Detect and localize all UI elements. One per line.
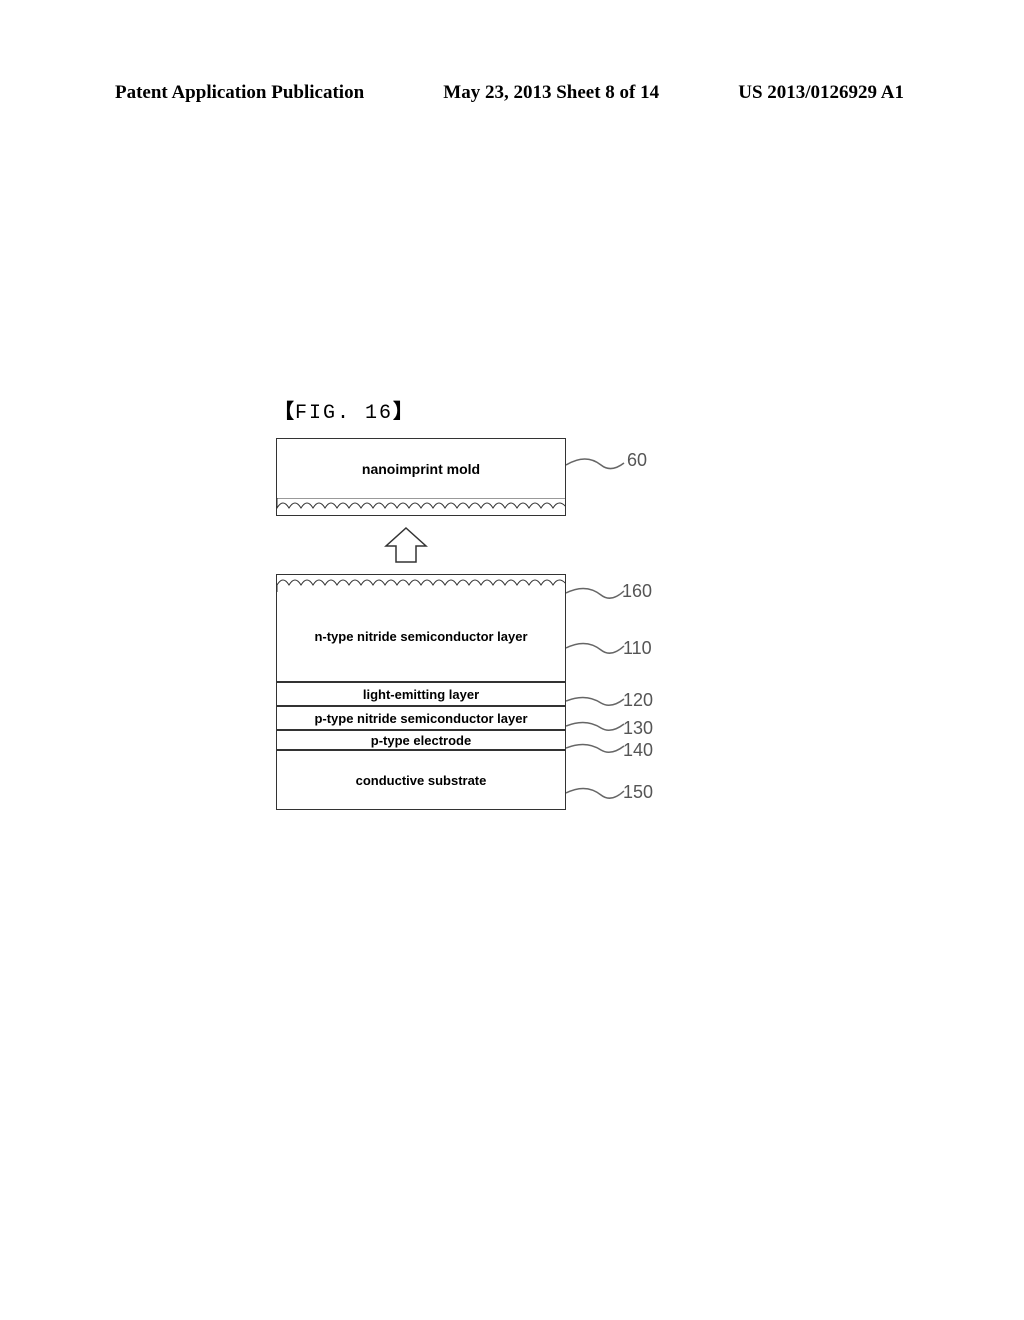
leader-60 [566, 455, 626, 485]
figure-label: 【FIG. 16】 [274, 395, 414, 425]
light-emitting-layer: light-emitting layer [276, 682, 566, 706]
ref-label-110: 110 [623, 638, 652, 659]
leader-130 [566, 720, 626, 740]
arrow-up-icon [376, 526, 436, 566]
leader-160 [566, 585, 626, 610]
ref-label-140: 140 [623, 740, 653, 761]
substrate-label: conductive substrate [356, 773, 487, 788]
ref-label-160: 160 [622, 581, 652, 602]
bracket-close: 】 [393, 401, 414, 423]
ref-label-60: 60 [627, 450, 647, 471]
p-electrode-label: p-type electrode [371, 733, 471, 748]
light-emitting-label: light-emitting layer [363, 687, 479, 702]
leader-110 [566, 640, 626, 665]
figure-number: FIG. 16 [295, 402, 393, 425]
header-patent-number: US 2013/0126929 A1 [738, 82, 904, 104]
mold-wavy-bottom [276, 498, 566, 516]
header-publication: Patent Application Publication [115, 82, 364, 104]
resist-wavy-top [276, 574, 566, 592]
leader-120 [566, 695, 626, 715]
ref-label-150: 150 [623, 782, 653, 803]
mold-label: nanoimprint mold [362, 461, 480, 477]
p-electrode-layer: p-type electrode [276, 730, 566, 750]
n-type-layer: n-type nitride semiconductor layer [276, 592, 566, 682]
ref-label-130: 130 [623, 718, 653, 739]
p-type-label: p-type nitride semiconductor layer [314, 711, 527, 726]
leader-140 [566, 742, 626, 762]
header-date-sheet: May 23, 2013 Sheet 8 of 14 [443, 82, 659, 104]
leader-150 [566, 785, 626, 810]
page-header: Patent Application Publication May 23, 2… [0, 82, 1024, 104]
conductive-substrate-layer: conductive substrate [276, 750, 566, 810]
p-type-layer: p-type nitride semiconductor layer [276, 706, 566, 730]
nanoimprint-mold-layer: nanoimprint mold [276, 438, 566, 498]
bracket-open: 【 [274, 401, 295, 423]
n-type-label: n-type nitride semiconductor layer [314, 629, 527, 644]
ref-label-120: 120 [623, 690, 653, 711]
